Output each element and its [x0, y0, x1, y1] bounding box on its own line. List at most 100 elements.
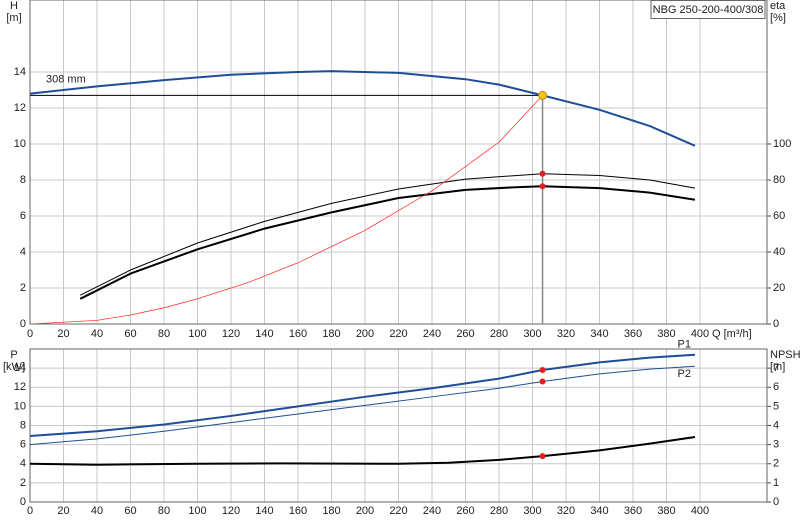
x-tick-label: 400	[691, 328, 709, 340]
y2-tick-label: 3	[773, 439, 779, 451]
x-tick-label: 60	[124, 505, 136, 517]
x-tick-label: 340	[590, 505, 608, 517]
x-tick-label: 100	[188, 505, 206, 517]
y2-tick-label: 1	[773, 477, 779, 489]
duty-point	[538, 90, 548, 100]
x-tick-label: 300	[523, 328, 541, 340]
y-tick-label: 10	[14, 138, 26, 150]
y2-axis-label: NPSH	[770, 349, 800, 361]
y-tick-label: 4	[20, 246, 26, 258]
y-tick-label: 14	[14, 66, 26, 78]
y2-tick-label: 5	[773, 400, 779, 412]
y-axis-label: P	[10, 349, 17, 361]
curve-label: 308 mm	[46, 74, 86, 86]
y-axis-label: H	[10, 0, 18, 12]
x-tick-label: 200	[356, 505, 374, 517]
y-tick-label: 0	[20, 318, 26, 330]
x-tick-label: 160	[289, 505, 307, 517]
y2-tick-label: 2	[773, 458, 779, 470]
y-tick-label: 10	[14, 400, 26, 412]
curve	[29, 353, 696, 438]
x-tick-label: 80	[158, 505, 170, 517]
y-axis-unit: [m]	[6, 12, 21, 24]
point-marker	[539, 453, 546, 460]
y2-tick-label: 100	[773, 138, 791, 150]
y-tick-label: 12	[14, 381, 26, 393]
y-tick-label: 2	[20, 282, 26, 294]
legend-text: NBG 250-200-400/308	[653, 4, 764, 16]
x-tick-label: 20	[57, 328, 69, 340]
x-tick-label: 400	[691, 505, 709, 517]
y2-tick-label: 0	[773, 318, 779, 330]
x-tick-label: 320	[557, 328, 575, 340]
curve-label: P2	[678, 368, 691, 380]
x-tick-label: 260	[456, 328, 474, 340]
x-tick-label: 220	[389, 328, 407, 340]
x-tick-label: 160	[289, 328, 307, 340]
x-tick-label: 260	[456, 505, 474, 517]
x-tick-label: 40	[91, 505, 103, 517]
point-marker	[539, 170, 546, 177]
x-tick-label: 0	[27, 328, 33, 340]
x-tick-label: 280	[490, 328, 508, 340]
y2-tick-label: 20	[773, 282, 785, 294]
y2-axis-label: eta	[770, 0, 786, 12]
x-tick-label: 340	[590, 328, 608, 340]
y-tick-label: 4	[20, 458, 26, 470]
y-tick-label: 0	[20, 496, 26, 508]
x-tick-label: 180	[322, 328, 340, 340]
curve	[29, 365, 696, 446]
plot-frame	[29, 348, 768, 503]
x-tick-label: 320	[557, 505, 575, 517]
y2-axis-unit: [m]	[770, 361, 785, 373]
y2-axis-unit: [%]	[770, 12, 786, 24]
x-tick-label: 220	[389, 505, 407, 517]
x-tick-label: 140	[255, 328, 273, 340]
curve	[29, 95, 543, 325]
x-tick-label: 40	[91, 328, 103, 340]
x-axis-label: Q [m³/h]	[712, 328, 752, 340]
x-tick-label: 120	[222, 505, 240, 517]
x-tick-label: 100	[188, 328, 206, 340]
y2-tick-label: 0	[773, 496, 779, 508]
point-marker	[539, 378, 546, 385]
x-tick-label: 280	[490, 505, 508, 517]
y-tick-label: 8	[20, 419, 26, 431]
y-tick-label: 6	[20, 439, 26, 451]
y-tick-label: 2	[20, 477, 26, 489]
x-tick-label: 360	[624, 505, 642, 517]
point-marker	[539, 183, 546, 190]
y-tick-label: 8	[20, 174, 26, 186]
y-tick-label: 6	[20, 210, 26, 222]
curve	[80, 173, 696, 296]
x-tick-label: 240	[423, 505, 441, 517]
x-tick-label: 60	[124, 328, 136, 340]
y2-tick-label: 6	[773, 381, 779, 393]
x-tick-label: 140	[255, 505, 273, 517]
y2-tick-label: 7	[773, 362, 779, 374]
x-tick-label: 20	[57, 505, 69, 517]
curve	[79, 185, 696, 300]
x-tick-label: 240	[423, 328, 441, 340]
x-tick-label: 380	[657, 328, 675, 340]
curve	[29, 70, 696, 147]
x-tick-label: 120	[222, 328, 240, 340]
x-tick-label: 300	[523, 505, 541, 517]
curve-label: P1	[678, 339, 691, 351]
curve	[29, 435, 696, 466]
x-tick-label: 380	[657, 505, 675, 517]
x-tick-label: 180	[322, 505, 340, 517]
x-tick-label: 0	[27, 505, 33, 517]
y-tick-label: 12	[14, 102, 26, 114]
y2-tick-label: 4	[773, 419, 779, 431]
y-tick-label: 14	[14, 362, 26, 374]
y2-tick-label: 60	[773, 210, 785, 222]
y-axis-unit: [kW]	[3, 361, 25, 373]
y2-tick-label: 40	[773, 246, 785, 258]
point-marker	[539, 367, 546, 374]
y2-tick-label: 80	[773, 174, 785, 186]
x-tick-label: 360	[624, 328, 642, 340]
legend-box	[650, 0, 766, 19]
x-tick-label: 200	[356, 328, 374, 340]
